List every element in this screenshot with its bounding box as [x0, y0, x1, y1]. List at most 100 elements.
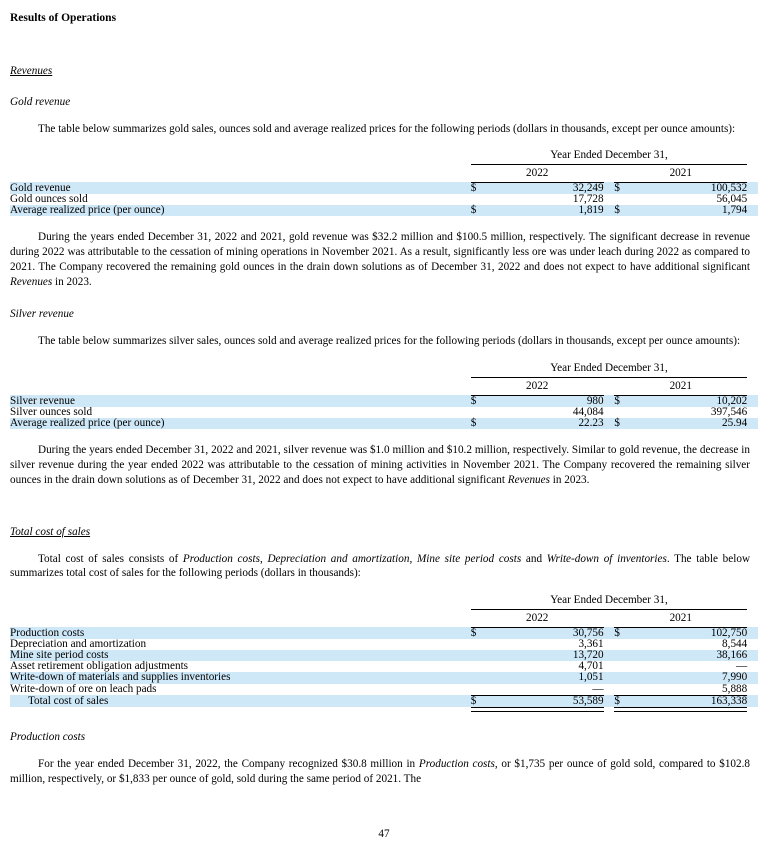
row-value-2021: 5,888 — [722, 682, 748, 695]
row-label: Gold ounces sold — [10, 192, 88, 205]
row-currency-2022: $ — [470, 395, 497, 407]
silver-intro-paragraph: The table below summarizes silver sales,… — [38, 335, 741, 348]
row-value-2022: 4,701 — [578, 660, 604, 673]
row-value-2022: 22.23 — [496, 417, 604, 430]
table-row: Average realized price (per ounce) $ 1,8… — [10, 204, 758, 217]
cos-sep-1: , — [259, 552, 268, 565]
row-value-2022: 3,361 — [578, 637, 604, 650]
row-value-2021: 25.94 — [640, 417, 748, 430]
table-row: Gold ounces sold 17,728 56,045 — [10, 192, 758, 205]
total-currency-2022: $ — [470, 694, 497, 708]
column-header-2022: 2022 — [470, 609, 604, 628]
table-row: Silver revenue $ 980 $ 10,202 — [10, 395, 758, 407]
cost-of-sales-heading-block: Total cost of sales — [10, 507, 758, 538]
row-currency-2021 — [614, 661, 640, 672]
table-row: Silver ounces sold 44,084 397,546 — [10, 405, 758, 418]
row-currency-2022 — [470, 672, 497, 684]
row-currency-2021 — [614, 639, 640, 650]
row-value-2022: 32,249 — [496, 182, 604, 194]
page-number: 47 — [378, 828, 390, 840]
row-gap — [603, 627, 615, 639]
row-currency-2022 — [470, 649, 497, 662]
table-double-rule — [10, 706, 758, 712]
row-currency-2022 — [471, 639, 497, 650]
table-row: Production costs $ 30,756 $ 102,750 — [10, 627, 758, 639]
column-header-2021: 2021 — [614, 609, 748, 628]
header-year-spacer — [10, 165, 471, 183]
silver-revenue-table: Year Ended December 31, 2022 2021 Silver… — [10, 361, 758, 430]
cos-intro-pre: Total cost of sales consists of — [38, 552, 183, 565]
header-span-label: Year Ended December 31, — [470, 593, 748, 610]
row-gap — [603, 205, 615, 217]
gold-intro-paragraph: The table below summarizes gold sales, o… — [38, 122, 736, 135]
row-currency-2021 — [614, 684, 640, 696]
header-span-label: Year Ended December 31, — [470, 361, 748, 378]
row-gap — [603, 649, 615, 662]
row-currency-2021 — [614, 672, 641, 684]
silver-discussion-pre: During the years ended December 31, 2022… — [10, 444, 750, 486]
row-value-2022: 17,728 — [572, 192, 604, 205]
row-label: Write-down of materials and supplies inv… — [10, 672, 471, 684]
gold-revenue-heading-block: Gold revenue — [10, 96, 758, 108]
row-pad — [747, 627, 758, 639]
header-year-pad — [747, 165, 758, 183]
total-currency-2021: $ — [614, 694, 641, 708]
row-pad — [747, 649, 758, 662]
row-label: Silver revenue — [10, 395, 471, 407]
total-value-2022: 53,589 — [496, 694, 604, 708]
row-label: Mine site period costs — [10, 649, 471, 662]
column-header-2021: 2021 — [614, 377, 748, 396]
row-pad — [747, 684, 758, 696]
gold-revenue-heading: Gold revenue — [10, 95, 71, 108]
gold-discussion-paragraph: During the years ended December 31, 2022… — [10, 230, 758, 289]
cost-of-sales-heading: Total cost of sales — [10, 525, 91, 538]
pc-post: , or $1,735 per ounce of gold sold, comp… — [10, 757, 750, 785]
row-value-2021: — — [736, 660, 748, 673]
table-row: Write-down of materials and supplies inv… — [10, 672, 758, 684]
cos-term-production-costs: Production costs — [182, 552, 260, 565]
row-pad — [747, 205, 758, 217]
silver-revenue-heading-block: Silver revenue — [10, 308, 758, 320]
header-span-label: Year Ended December 31, — [470, 148, 748, 166]
revenues-heading: Revenues — [10, 64, 53, 77]
table-header-span-row: Year Ended December 31, — [10, 593, 758, 610]
row-value-2021: 102,750 — [640, 627, 748, 639]
row-label: Gold revenue — [10, 182, 471, 194]
header-spacer — [10, 361, 471, 377]
row-value-2021: 8,544 — [722, 637, 748, 650]
row-label: Production costs — [10, 627, 471, 639]
row-gap — [603, 395, 615, 407]
silver-discussion-post: in 2023. — [549, 473, 590, 486]
cos-term-depreciation: Depreciation and amortization — [267, 552, 410, 565]
header-year-pad — [747, 377, 758, 395]
table-row: Mine site period costs 13,720 38,166 — [10, 649, 758, 662]
row-label: Silver ounces sold — [10, 405, 93, 418]
table-header-span-row: Year Ended December 31, — [10, 361, 758, 378]
row-gap — [604, 639, 615, 650]
row-pad — [747, 194, 758, 205]
total-row-label: Total cost of sales — [10, 695, 471, 708]
gold-discussion-pre: During the years ended December 31, 2022… — [10, 231, 750, 273]
total-cost-of-sales-table: Year Ended December 31, 2022 2021 Produc… — [10, 593, 758, 712]
row-pad — [747, 418, 758, 430]
table-row: Asset retirement obligation adjustments … — [10, 660, 758, 673]
header-year-gap — [604, 377, 615, 395]
dbl-pad — [747, 707, 758, 711]
header-spacer-right — [747, 148, 758, 164]
row-pad — [747, 395, 758, 407]
dbl-rule-2021-cur — [614, 706, 641, 712]
row-label: Depreciation and amortization — [10, 637, 147, 650]
row-value-2021: 1,794 — [640, 204, 748, 217]
cost-of-sales-intro-paragraph: Total cost of sales consists of Producti… — [10, 552, 758, 582]
cos-intro-post: . The table below summarizes total cost … — [10, 552, 751, 580]
production-costs-heading: Production costs — [10, 730, 86, 743]
row-gap — [604, 407, 615, 418]
pc-italic-term: Production costs — [418, 757, 495, 770]
table-header-year-row: 2022 2021 — [10, 377, 758, 396]
revenues-heading-block: Revenues — [10, 46, 758, 77]
row-pad — [747, 661, 758, 672]
row-value-2021: 56,045 — [716, 192, 748, 205]
header-year-spacer — [10, 377, 471, 395]
row-value-2021: 7,990 — [640, 672, 748, 684]
row-gap — [604, 684, 615, 696]
